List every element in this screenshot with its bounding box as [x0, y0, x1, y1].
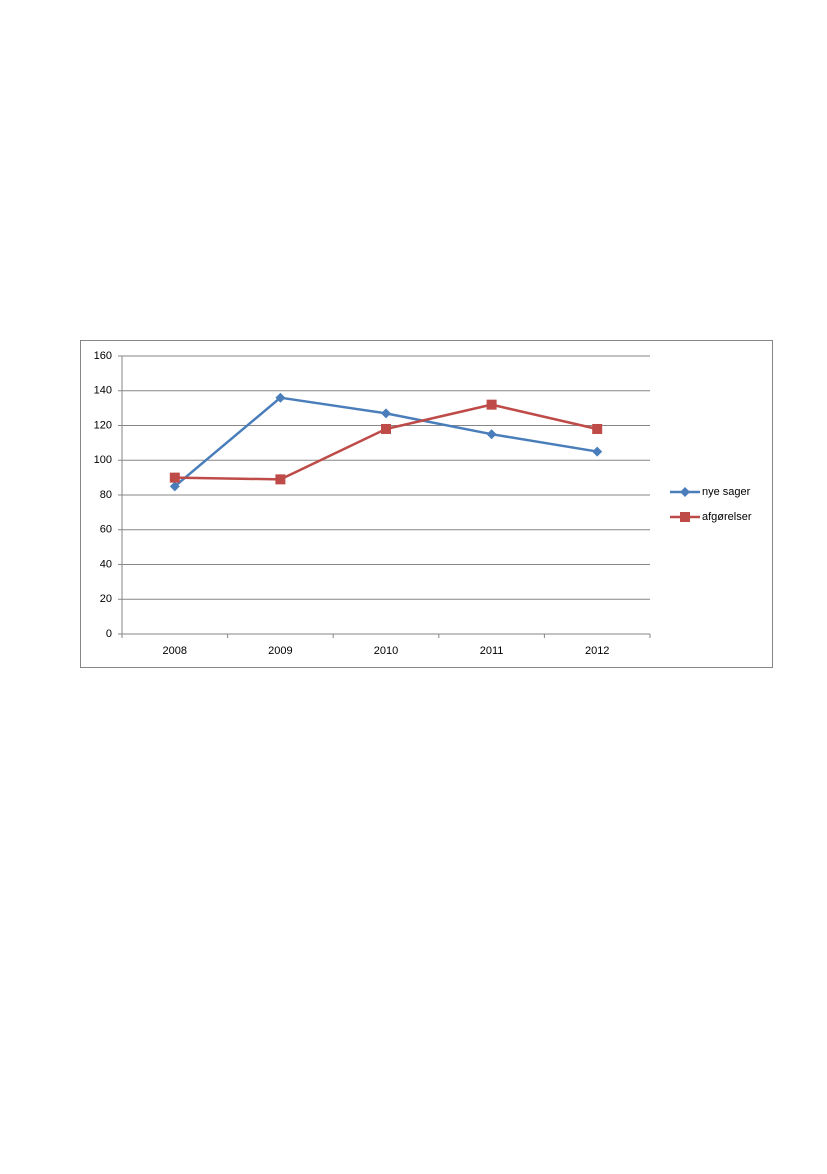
y-tick-label: 160: [94, 350, 112, 362]
data-point: [381, 423, 391, 434]
y-tick-label: 20: [100, 593, 112, 605]
data-point: [486, 429, 497, 440]
data-point: [592, 423, 603, 434]
data-point: [169, 472, 180, 483]
x-tick-label: 2011: [480, 645, 504, 657]
data-point: [381, 408, 391, 419]
legend-label: afgørelser: [702, 511, 752, 523]
y-tick-label: 0: [106, 628, 112, 640]
y-tick-label: 40: [100, 558, 112, 570]
x-tick-label: 2012: [585, 645, 609, 657]
y-tick-label: 120: [94, 419, 112, 431]
legend-marker: [680, 512, 690, 522]
legend-marker: [680, 487, 690, 497]
legend-label: nye sager: [702, 486, 751, 498]
y-tick-label: 80: [100, 489, 112, 501]
y-tick-label: 100: [94, 454, 112, 466]
x-tick-label: 2008: [163, 645, 187, 657]
data-point: [169, 481, 180, 492]
chart-frame: [80, 340, 773, 668]
data-point: [486, 399, 497, 410]
y-tick-label: 60: [100, 524, 112, 536]
data-point: [275, 392, 286, 403]
x-tick-label: 2009: [268, 645, 292, 657]
data-point: [275, 474, 286, 485]
y-tick-label: 140: [94, 385, 112, 397]
x-tick-label: 2010: [374, 645, 398, 657]
data-point: [592, 446, 603, 457]
